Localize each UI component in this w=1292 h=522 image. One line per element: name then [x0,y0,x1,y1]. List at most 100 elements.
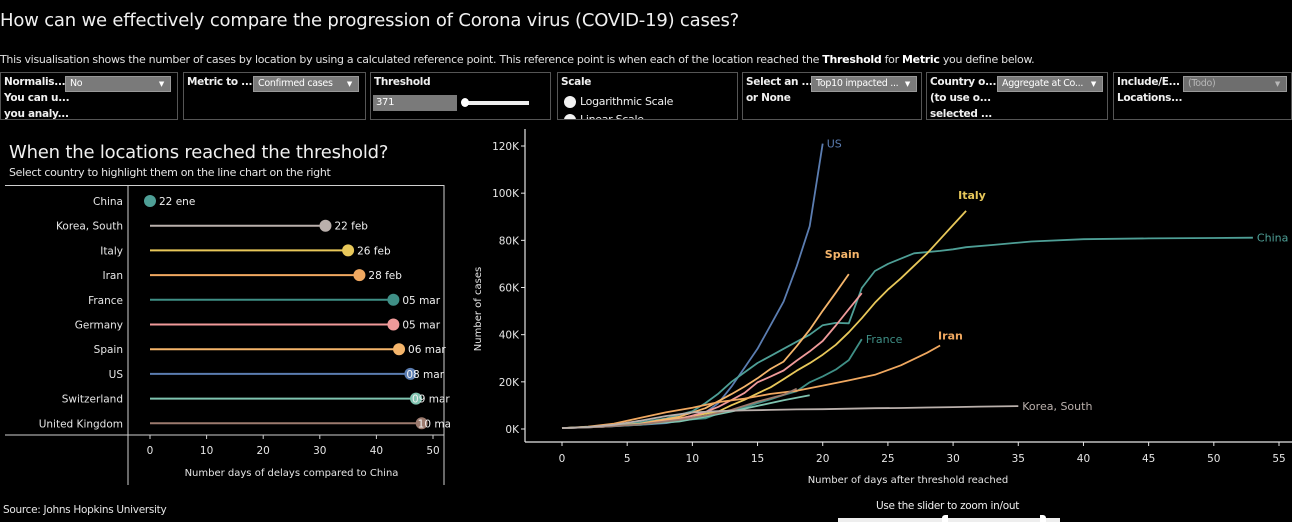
date-label: 10 mar [418,418,450,430]
select-dropdown[interactable]: Top10 impacted ... ▼ [811,76,917,92]
series-line-us [561,143,824,429]
category-label: US [109,369,124,381]
date-label: 08 mar [406,369,444,381]
dropdown-value: No [70,78,83,89]
lollipop-dot [387,318,400,331]
category-label: Italy [100,245,123,257]
series-line-spain [561,273,850,429]
select-filter: Select an ... or None Top10 impacted ...… [742,72,922,120]
radio-logarithmic[interactable] [564,96,576,108]
dropdown-value: Confirmed cases [258,78,333,89]
filter-label: Locations... [1117,92,1183,104]
page-description: This visualisation shows the number of c… [0,53,1035,66]
x-tick-label: 5 [624,453,631,465]
lollipop-dot [387,293,400,306]
x-tick-label: 40 [1077,453,1090,465]
lollipop-dot [404,367,417,380]
filter-label: Country o... [930,76,997,88]
x-axis-title: Number days of delays compared to China [185,468,399,479]
threshold-slider-handle[interactable] [461,98,469,107]
chevron-down-icon: ▼ [1090,80,1096,88]
y-axis-title: Number of cases [473,267,484,351]
include-dropdown[interactable]: (Todo) ▼ [1183,76,1287,92]
lollipop-dot [342,244,355,257]
filter-label: you analy... [4,108,69,120]
left-panel-heading: When the locations reached the threshold… [9,142,389,163]
date-label: 22 ene [159,196,195,208]
chevron-down-icon: ▼ [158,80,164,88]
date-label: 06 mar [408,344,446,356]
x-tick-label: 50 [1207,453,1220,465]
y-tick-label: 20K [499,377,520,389]
date-label: 09 mar [412,394,450,406]
y-tick-label: 120K [492,141,520,153]
lollipop-dot [393,343,406,356]
filter-label: (to use o... [930,92,991,104]
date-label: 26 feb [357,245,391,257]
lollipop-dot [353,269,366,282]
series-line-united-kingdom [561,387,798,429]
filter-label: Threshold [374,76,431,88]
x-tick-label: 30 [313,445,326,457]
x-tick-label: 0 [147,445,154,457]
series-label: China [1257,232,1288,245]
series-line-italy [561,210,967,429]
series-line-switzerland [561,394,810,429]
metric-filter: Metric to ... Confirmed cases ▼ [183,72,366,120]
category-label: Korea, South [56,221,123,233]
dropdown-value: Aggregate at Co... [1002,78,1084,89]
threshold-slider-track[interactable] [463,101,529,105]
lollipop-dot [415,417,428,430]
threshold-input[interactable]: 371 [373,95,457,111]
category-label: China [93,196,123,208]
x-tick-label: 20 [816,453,829,465]
x-tick-label: 25 [881,453,894,465]
category-label: France [88,295,123,307]
zoom-slider-hint: Use the slider to zoom in/out [876,500,1020,512]
category-label: Iran [102,270,123,282]
series-line-iran [561,344,941,429]
country-filter: Country o... (to use o... selected ... A… [926,72,1108,120]
zoom-slider-left-handle[interactable] [942,515,948,522]
source-note: Source: Johns Hopkins University [3,504,167,516]
filter-label: Select an ... [746,76,813,88]
x-tick-label: 0 [559,453,566,465]
country-dropdown[interactable]: Aggregate at Co... ▼ [997,76,1103,92]
series-label: France [866,333,903,346]
description-text: you define below. [939,53,1035,66]
y-tick-label: 40K [499,330,520,342]
series-label: Spain [825,248,860,261]
series-label: Iran [938,330,963,343]
page-title: How can we effectively compare the progr… [0,10,740,31]
radio-label: Logarithmic Scale [580,95,674,108]
threshold-lollipop-chart: China 22 ene Korea, South 22 feb Italy 26 feb… [5,185,450,485]
y-tick-label: 0K [505,424,520,436]
normalise-dropdown[interactable]: No ▼ [65,76,171,92]
dropdown-value: Top10 impacted ... [816,78,899,89]
y-tick-label: 100K [492,188,520,200]
x-tick-label: 40 [370,445,383,457]
date-label: 05 mar [402,295,440,307]
filter-label: or None [746,92,791,104]
x-tick-label: 50 [426,445,439,457]
description-text: This visualisation shows the number of c… [0,53,823,66]
category-label: Switzerland [62,394,123,406]
filter-label: Metric to ... [187,76,253,88]
series-label: Italy [958,189,986,202]
x-axis-title: Number of days after threshold reached [808,475,1009,486]
x-tick-label: 10 [200,445,213,457]
y-tick-label: 60K [499,283,520,295]
metric-dropdown[interactable]: Confirmed cases ▼ [253,76,359,92]
y-tick-label: 80K [499,235,520,247]
x-tick-label: 15 [751,453,764,465]
series-label: Korea, South [1022,400,1092,413]
date-label: 28 feb [368,270,402,282]
radio-linear[interactable] [564,114,576,119]
zoom-slider-right-handle[interactable] [1040,515,1046,522]
lollipop-dot [319,219,332,232]
cases-line-chart: 0K 20K 40K 60K 80K 100K 120K 0 5 10 15 20 25 30 35 40 45… [473,129,1292,486]
zoom-slider-track[interactable] [838,518,1060,522]
normalise-filter: Normalis... You can u... you analy... No… [0,72,178,120]
x-tick-label: 55 [1272,453,1285,465]
include-filter: Include/E... Locations... (Todo) ▼ [1113,72,1292,120]
